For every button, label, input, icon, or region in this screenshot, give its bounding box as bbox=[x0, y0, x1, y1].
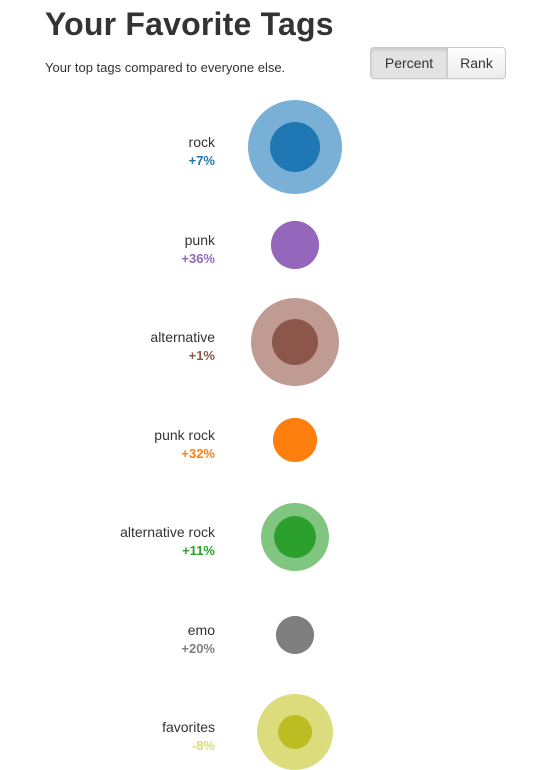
tag-row[interactable]: emo +20% bbox=[0, 0, 556, 656]
tag-row[interactable]: punk rock +32% bbox=[0, 0, 556, 462]
tag-row[interactable]: alternative +1% bbox=[0, 0, 556, 386]
tag-delta: +1% bbox=[188, 348, 215, 363]
rank-button[interactable]: Rank bbox=[448, 48, 505, 78]
tag-delta: +7% bbox=[188, 153, 215, 168]
tag-name: rock bbox=[188, 134, 215, 150]
view-toggle: Percent Rank bbox=[370, 47, 506, 79]
tag-bubble-user bbox=[274, 516, 316, 558]
tag-name: punk rock bbox=[154, 427, 215, 443]
tag-name: favorites bbox=[162, 719, 215, 735]
tag-delta: +32% bbox=[181, 446, 215, 461]
tag-delta: -8% bbox=[191, 738, 215, 753]
tag-delta: +11% bbox=[182, 543, 215, 558]
tag-bubble-user bbox=[272, 319, 318, 365]
tag-bubble-user bbox=[278, 715, 312, 749]
tag-bubble-user bbox=[271, 221, 319, 269]
tag-row[interactable]: punk +36% bbox=[0, 0, 556, 269]
percent-button[interactable]: Percent bbox=[371, 48, 448, 78]
tag-name: punk bbox=[184, 232, 215, 248]
tag-bubble-user bbox=[270, 122, 320, 172]
page-subtitle: Your top tags compared to everyone else. bbox=[45, 60, 286, 75]
tag-row[interactable]: rock +7% bbox=[0, 0, 556, 194]
tag-row[interactable]: alternative rock +11% bbox=[0, 0, 556, 571]
tag-name: alternative rock bbox=[120, 524, 215, 540]
tag-bubble-user bbox=[273, 418, 317, 462]
tag-bubble-user bbox=[276, 616, 314, 654]
page-title: Your Favorite Tags bbox=[45, 6, 334, 42]
tag-delta: +36% bbox=[181, 251, 215, 266]
tag-delta: +20% bbox=[181, 641, 215, 656]
tag-name: alternative bbox=[150, 329, 215, 345]
tag-name: emo bbox=[187, 622, 215, 638]
